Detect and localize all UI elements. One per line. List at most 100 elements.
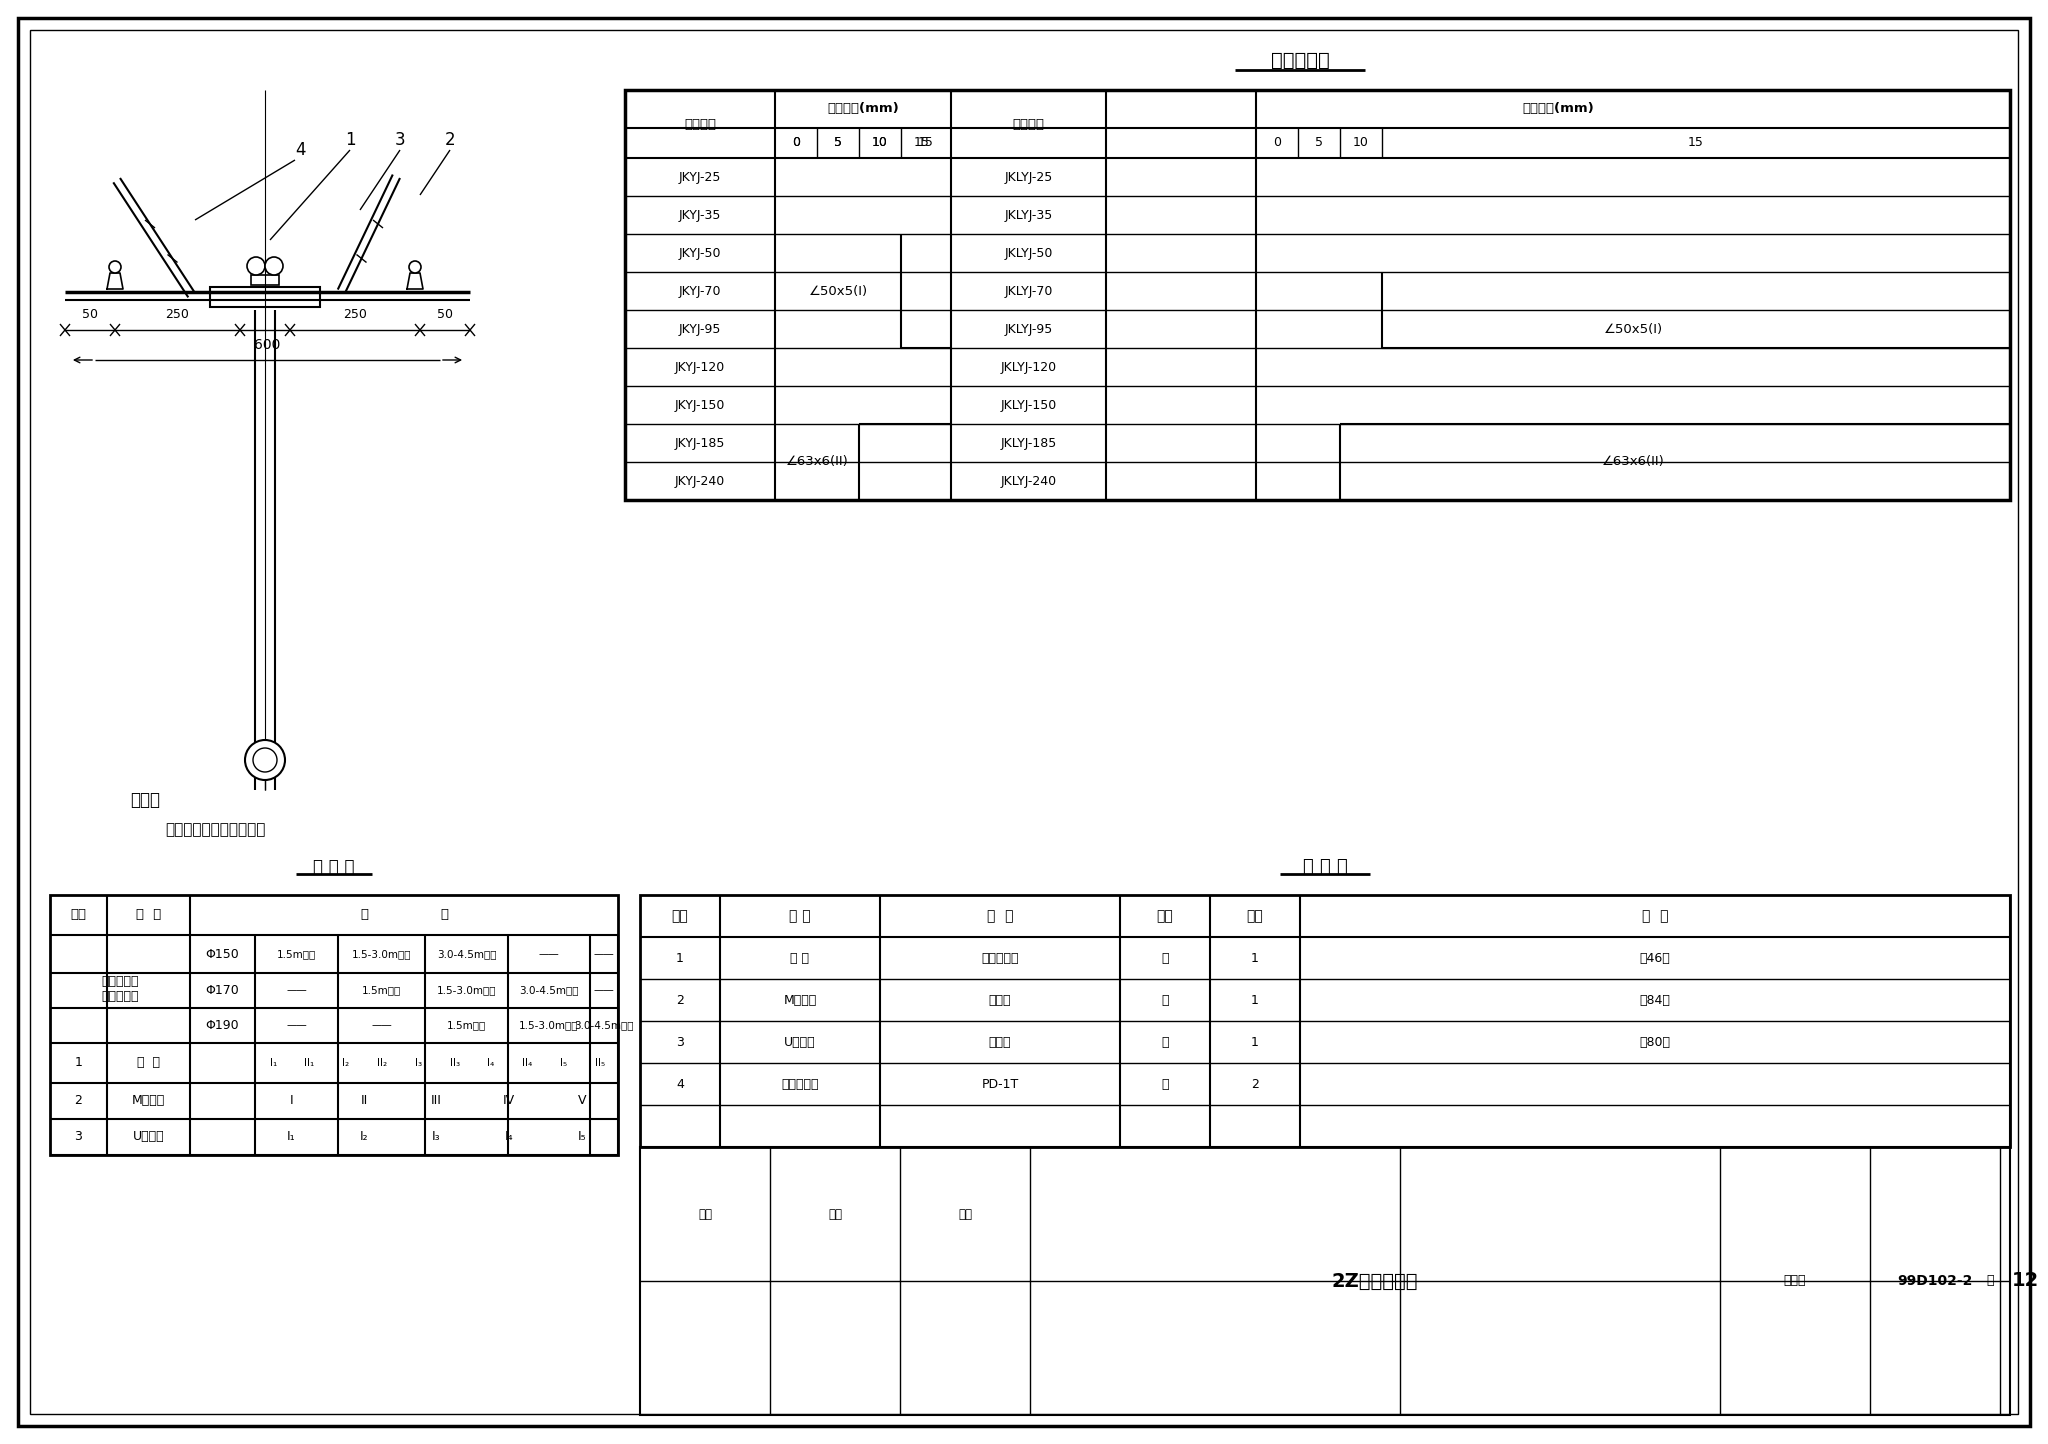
Text: 页: 页	[1987, 1275, 1995, 1288]
Text: 10: 10	[872, 137, 889, 150]
Text: 导线规格: 导线规格	[684, 117, 717, 130]
Text: 覆冰厚度(mm): 覆冰厚度(mm)	[1522, 103, 1593, 116]
Text: II₅: II₅	[594, 1058, 604, 1069]
Text: 1: 1	[344, 131, 354, 149]
Bar	[625, 90, 2009, 500]
Text: I₁: I₁	[287, 1131, 295, 1144]
Text: 3.0-4.5m以内: 3.0-4.5m以内	[573, 1021, 633, 1031]
Text: 3: 3	[395, 131, 406, 149]
Text: JKLYJ-50: JKLYJ-50	[1004, 247, 1053, 260]
Text: 格: 格	[440, 908, 449, 921]
Text: I₅: I₅	[578, 1131, 586, 1144]
Text: 12: 12	[2011, 1272, 2038, 1291]
Text: II₁: II₁	[305, 1058, 315, 1069]
Text: 2: 2	[676, 993, 684, 1006]
Text: 10: 10	[1354, 137, 1368, 150]
Text: 电杆梢径及
距杆顶距离: 电杆梢径及 距杆顶距离	[100, 975, 139, 1004]
Text: 2: 2	[1251, 1077, 1260, 1090]
Text: 附  注: 附 注	[1642, 910, 1669, 923]
Text: I₄: I₄	[487, 1058, 494, 1069]
Text: 2Z横担组装图: 2Z横担组装图	[1331, 1272, 1419, 1291]
Text: 见左表: 见左表	[989, 1035, 1012, 1048]
Text: 针式绝缘子: 针式绝缘子	[780, 1077, 819, 1090]
Text: I₄: I₄	[504, 1131, 514, 1144]
Text: ——: ——	[539, 949, 559, 959]
Text: JKYJ-150: JKYJ-150	[674, 399, 725, 412]
Text: 2: 2	[444, 131, 455, 149]
Text: 50: 50	[82, 308, 98, 321]
Text: I₃: I₃	[416, 1058, 422, 1069]
Text: ∠63x6(II): ∠63x6(II)	[1602, 455, 1665, 468]
Text: ∠50x5(I): ∠50x5(I)	[809, 284, 868, 297]
Text: JKYJ-50: JKYJ-50	[678, 247, 721, 260]
Text: 50: 50	[436, 308, 453, 321]
Text: V: V	[578, 1095, 586, 1108]
Text: 1.5-3.0m以内: 1.5-3.0m以内	[436, 985, 496, 995]
Text: 付: 付	[1161, 952, 1169, 965]
Text: 适用转角范围见附录表。: 适用转角范围见附录表。	[166, 823, 266, 838]
Text: ——: ——	[594, 985, 614, 995]
Text: 0: 0	[793, 137, 801, 150]
Text: 15: 15	[918, 137, 934, 150]
Text: 3.0-4.5m以内: 3.0-4.5m以内	[520, 985, 580, 995]
Text: ——: ——	[287, 1021, 307, 1031]
Text: 名  称: 名 称	[135, 908, 162, 921]
Text: JKLYJ-25: JKLYJ-25	[1004, 170, 1053, 183]
Text: 3.0-4.5m以内: 3.0-4.5m以内	[436, 949, 496, 959]
Text: 5: 5	[834, 137, 842, 150]
Text: 校对: 校对	[827, 1207, 842, 1220]
Text: II₂: II₂	[377, 1058, 387, 1069]
Text: JKLYJ-185: JKLYJ-185	[999, 436, 1057, 449]
Text: 5: 5	[834, 137, 842, 150]
Text: 1.5m以内: 1.5m以内	[446, 1021, 485, 1031]
Text: JKYJ-120: JKYJ-120	[676, 361, 725, 374]
Text: 0: 0	[1274, 137, 1280, 150]
Text: ——: ——	[371, 1021, 391, 1031]
Text: 250: 250	[166, 308, 188, 321]
Text: III: III	[430, 1095, 442, 1108]
Text: 600: 600	[254, 338, 281, 352]
Text: 序号: 序号	[70, 908, 86, 921]
Text: 1: 1	[676, 952, 684, 965]
Text: 覆冰厚度(mm): 覆冰厚度(mm)	[827, 103, 899, 116]
Text: 1: 1	[1251, 952, 1260, 965]
Text: 见84页: 见84页	[1640, 993, 1671, 1006]
Text: 横 担: 横 担	[791, 952, 809, 965]
Circle shape	[264, 257, 283, 274]
Text: 横担选择表: 横担选择表	[1270, 51, 1329, 69]
Text: 序号: 序号	[672, 910, 688, 923]
Text: U形抱箍: U形抱箍	[784, 1035, 815, 1048]
Text: 见左表: 见左表	[989, 993, 1012, 1006]
Text: JKLYJ-95: JKLYJ-95	[1004, 322, 1053, 335]
Text: 单位: 单位	[1157, 910, 1174, 923]
Text: 1: 1	[1251, 1035, 1260, 1048]
Text: 审核: 审核	[698, 1207, 713, 1220]
Text: 设计: 设计	[958, 1207, 973, 1220]
Text: 5: 5	[1315, 137, 1323, 150]
Circle shape	[109, 261, 121, 273]
Text: 见上、左表: 见上、左表	[981, 952, 1018, 965]
Text: Φ150: Φ150	[205, 947, 240, 960]
Text: 说明：: 说明：	[129, 791, 160, 809]
Text: 横  担: 横 担	[137, 1057, 160, 1070]
Text: I₁: I₁	[270, 1058, 276, 1069]
Text: 见46页: 见46页	[1640, 952, 1671, 965]
Text: 个: 个	[1161, 993, 1169, 1006]
Circle shape	[254, 748, 276, 773]
Text: 10: 10	[872, 137, 889, 150]
Text: 3: 3	[676, 1035, 684, 1048]
Text: 1.5m以内: 1.5m以内	[276, 949, 315, 959]
Text: 见80页: 见80页	[1640, 1035, 1671, 1048]
Text: JKLYJ-240: JKLYJ-240	[999, 475, 1057, 488]
Text: 2: 2	[74, 1095, 82, 1108]
Text: 1: 1	[74, 1057, 82, 1070]
Text: I₃: I₃	[432, 1131, 440, 1144]
Text: M形抱铁: M形抱铁	[784, 993, 817, 1006]
Text: II: II	[360, 1095, 367, 1108]
Text: I₅: I₅	[559, 1058, 567, 1069]
Circle shape	[410, 261, 422, 273]
Text: ——: ——	[287, 985, 307, 995]
Text: JKYJ-35: JKYJ-35	[678, 208, 721, 221]
Text: 99D102-2: 99D102-2	[1896, 1274, 1972, 1288]
Polygon shape	[106, 273, 123, 289]
